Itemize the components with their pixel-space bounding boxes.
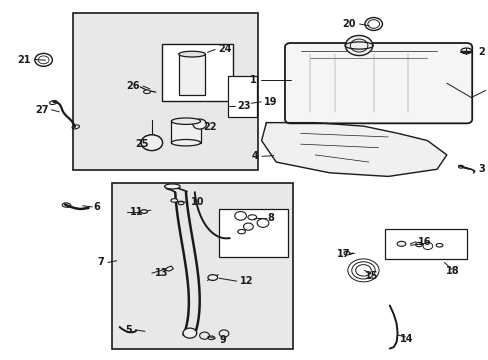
Ellipse shape bbox=[171, 118, 200, 125]
Bar bbox=[171, 121, 200, 143]
Circle shape bbox=[183, 328, 196, 338]
Text: 9: 9 bbox=[219, 334, 225, 345]
Polygon shape bbox=[261, 123, 446, 176]
Text: 26: 26 bbox=[126, 81, 140, 91]
Text: 8: 8 bbox=[266, 213, 273, 222]
Text: 4: 4 bbox=[251, 151, 258, 161]
Text: 7: 7 bbox=[97, 257, 104, 267]
Ellipse shape bbox=[170, 199, 177, 202]
Bar bbox=[161, 44, 232, 101]
Ellipse shape bbox=[164, 184, 180, 189]
Text: 27: 27 bbox=[35, 105, 48, 115]
Text: 2: 2 bbox=[478, 46, 484, 57]
Text: 17: 17 bbox=[337, 248, 350, 258]
Text: 23: 23 bbox=[237, 101, 251, 111]
Text: 11: 11 bbox=[130, 207, 143, 217]
Bar bbox=[178, 54, 205, 95]
Ellipse shape bbox=[178, 51, 205, 57]
Text: 5: 5 bbox=[125, 325, 132, 335]
Bar bbox=[219, 209, 288, 257]
Text: 18: 18 bbox=[446, 266, 459, 276]
Text: 24: 24 bbox=[218, 45, 231, 54]
Text: 3: 3 bbox=[478, 164, 484, 174]
Circle shape bbox=[345, 36, 372, 55]
Ellipse shape bbox=[143, 90, 150, 94]
Text: 19: 19 bbox=[264, 97, 277, 107]
Text: 12: 12 bbox=[239, 276, 253, 286]
Text: 14: 14 bbox=[399, 333, 412, 343]
Text: 16: 16 bbox=[417, 237, 431, 247]
Text: 21: 21 bbox=[18, 54, 31, 64]
FancyBboxPatch shape bbox=[285, 43, 471, 123]
Ellipse shape bbox=[343, 251, 349, 255]
Text: 25: 25 bbox=[135, 139, 148, 149]
Text: 6: 6 bbox=[93, 202, 100, 212]
Text: 1: 1 bbox=[250, 75, 257, 85]
Circle shape bbox=[192, 119, 206, 129]
Text: 10: 10 bbox=[190, 197, 204, 207]
Bar bbox=[73, 13, 258, 170]
Circle shape bbox=[141, 135, 162, 150]
Ellipse shape bbox=[396, 241, 405, 246]
Polygon shape bbox=[164, 266, 173, 271]
Text: 13: 13 bbox=[155, 268, 168, 278]
Ellipse shape bbox=[171, 139, 200, 146]
Text: 15: 15 bbox=[364, 271, 377, 281]
Bar bbox=[384, 229, 466, 259]
Ellipse shape bbox=[141, 210, 147, 213]
Text: 20: 20 bbox=[342, 19, 355, 29]
Ellipse shape bbox=[207, 275, 217, 280]
Bar bbox=[227, 76, 257, 117]
Ellipse shape bbox=[460, 48, 471, 54]
Text: 22: 22 bbox=[203, 122, 217, 132]
Bar bbox=[112, 183, 293, 349]
